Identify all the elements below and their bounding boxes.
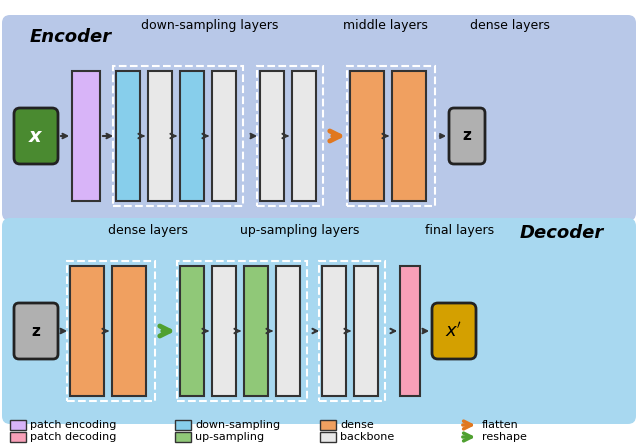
FancyBboxPatch shape — [148, 71, 172, 201]
FancyBboxPatch shape — [70, 266, 104, 396]
FancyBboxPatch shape — [392, 71, 426, 201]
Bar — [113, 66, 243, 206]
FancyBboxPatch shape — [400, 266, 420, 396]
Text: Decoder: Decoder — [520, 224, 604, 242]
Text: down-sampling: down-sampling — [195, 420, 280, 430]
Bar — [10, 420, 26, 430]
FancyBboxPatch shape — [212, 266, 236, 396]
Text: $\mathbf{z}$: $\mathbf{z}$ — [462, 128, 472, 144]
Text: patch decoding: patch decoding — [30, 432, 116, 442]
FancyBboxPatch shape — [180, 266, 204, 396]
FancyBboxPatch shape — [2, 15, 636, 221]
Bar — [347, 66, 435, 206]
Bar — [177, 261, 307, 401]
Text: backbone: backbone — [340, 432, 394, 442]
Text: middle layers: middle layers — [342, 19, 428, 32]
Bar — [320, 432, 336, 442]
Text: down-sampling layers: down-sampling layers — [141, 19, 278, 32]
Bar — [257, 66, 323, 206]
Bar — [67, 261, 155, 401]
FancyBboxPatch shape — [212, 71, 236, 201]
FancyBboxPatch shape — [244, 266, 268, 396]
FancyBboxPatch shape — [116, 71, 140, 201]
Text: flatten: flatten — [482, 420, 519, 430]
Text: final layers: final layers — [426, 224, 495, 237]
Text: dense: dense — [340, 420, 374, 430]
Text: dense layers: dense layers — [108, 224, 188, 237]
FancyBboxPatch shape — [14, 108, 58, 164]
FancyBboxPatch shape — [449, 108, 485, 164]
FancyBboxPatch shape — [292, 71, 316, 201]
Text: dense layers: dense layers — [470, 19, 550, 32]
FancyBboxPatch shape — [14, 303, 58, 359]
Bar — [10, 432, 26, 442]
Bar — [175, 432, 191, 442]
Text: $\boldsymbol{x'}$: $\boldsymbol{x'}$ — [445, 322, 463, 340]
Bar — [320, 420, 336, 430]
Bar — [319, 261, 385, 401]
Text: $\boldsymbol{x}$: $\boldsymbol{x}$ — [28, 127, 44, 145]
FancyBboxPatch shape — [276, 266, 300, 396]
FancyBboxPatch shape — [72, 71, 100, 201]
FancyBboxPatch shape — [112, 266, 146, 396]
Text: $\mathbf{z}$: $\mathbf{z}$ — [31, 323, 41, 339]
FancyBboxPatch shape — [2, 218, 636, 424]
FancyBboxPatch shape — [322, 266, 346, 396]
FancyBboxPatch shape — [180, 71, 204, 201]
Text: up-sampling layers: up-sampling layers — [240, 224, 360, 237]
FancyBboxPatch shape — [350, 71, 384, 201]
Text: reshape: reshape — [482, 432, 527, 442]
FancyBboxPatch shape — [354, 266, 378, 396]
Text: patch encoding: patch encoding — [30, 420, 116, 430]
Text: Encoder: Encoder — [30, 28, 112, 46]
FancyBboxPatch shape — [432, 303, 476, 359]
Text: up-sampling: up-sampling — [195, 432, 264, 442]
FancyBboxPatch shape — [260, 71, 284, 201]
Bar — [175, 420, 191, 430]
